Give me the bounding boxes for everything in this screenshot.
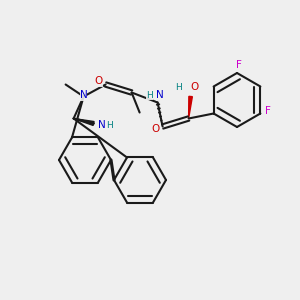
Polygon shape (189, 96, 192, 118)
Text: O: O (190, 82, 199, 92)
Text: N: N (156, 91, 164, 100)
Text: H: H (146, 91, 153, 100)
Text: H: H (175, 83, 182, 92)
Text: O: O (94, 76, 103, 86)
Text: O: O (152, 124, 160, 134)
Text: F: F (236, 60, 242, 70)
Text: N: N (80, 91, 88, 100)
Polygon shape (74, 118, 94, 125)
Text: N: N (98, 121, 106, 130)
Text: H: H (106, 121, 113, 130)
Text: F: F (266, 106, 271, 116)
